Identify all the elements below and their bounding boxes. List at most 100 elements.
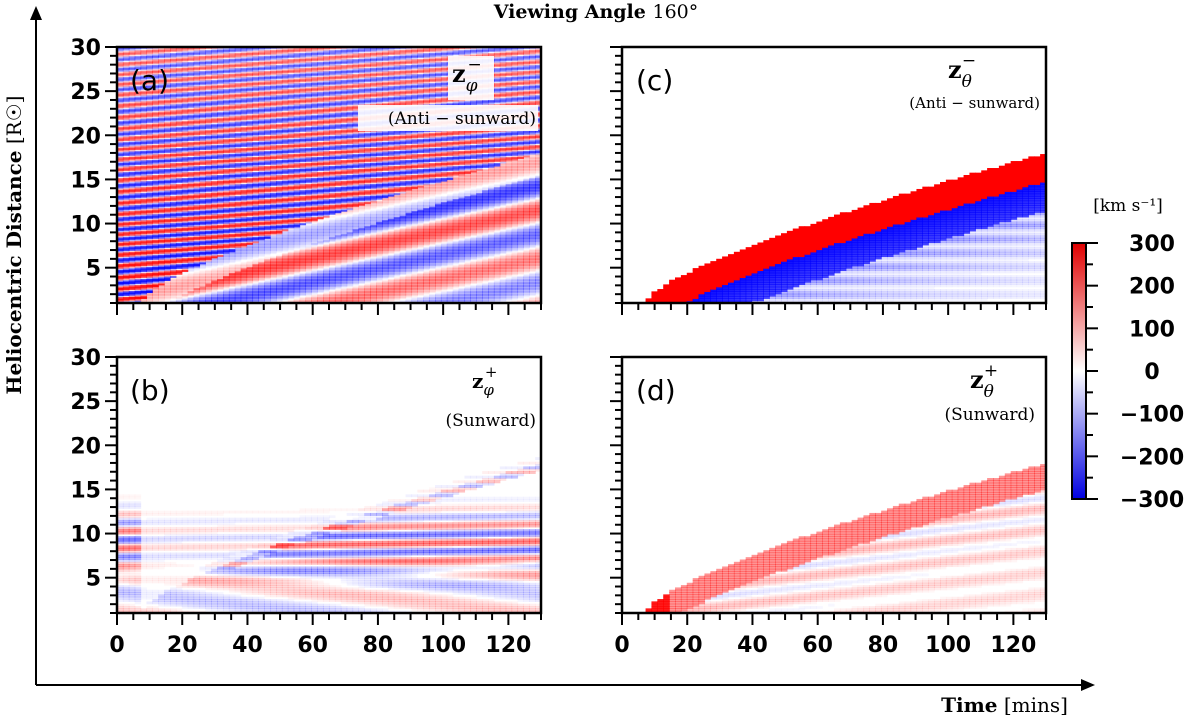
heat-cell [258, 214, 265, 217]
heat-cell [128, 259, 136, 262]
heat-cell [181, 84, 189, 87]
heat-cell [270, 150, 277, 154]
heat-cell [211, 107, 218, 110]
heat-cell [211, 209, 218, 212]
heat-cell [264, 60, 271, 63]
heat-cell [199, 280, 206, 283]
heat-cell [128, 152, 136, 155]
heat-cell [228, 283, 236, 286]
heat-cell [228, 59, 236, 62]
heat-cell [246, 226, 254, 229]
heat-cell [264, 268, 271, 271]
heat-cell [270, 170, 277, 173]
heat-cell [128, 184, 136, 187]
heat-cell [128, 80, 136, 83]
heat-cell [270, 236, 277, 239]
heat-cell [193, 244, 201, 247]
heat-cell [134, 293, 142, 297]
heat-cell [234, 134, 242, 137]
heat-cell [158, 72, 165, 75]
heat-cell [122, 176, 130, 179]
heat-cell [205, 122, 212, 125]
heat-cell [193, 175, 201, 178]
heat-cell [170, 138, 177, 141]
heat-cell [181, 224, 189, 227]
heat-cell [228, 292, 236, 295]
heat-cell [187, 278, 195, 282]
heat-cell [122, 241, 130, 244]
heat-cell [134, 185, 142, 188]
heat-cell [223, 229, 230, 232]
heat-cell [252, 123, 259, 126]
heat-cell [128, 296, 136, 300]
heat-cell [211, 289, 218, 292]
heat-cell [187, 149, 195, 152]
heat-cell [223, 80, 230, 83]
heat-cell [246, 83, 254, 86]
heat-cell [270, 168, 277, 172]
heat-cell [152, 50, 159, 53]
heat-cell [223, 173, 230, 176]
heat-cell [199, 135, 206, 138]
heat-cell [158, 51, 165, 54]
heat-cell [223, 161, 230, 164]
heat-cell [146, 227, 153, 230]
heat-cell [193, 287, 201, 291]
heat-cell [217, 236, 224, 239]
heat-cell [223, 217, 230, 220]
heat-cell [175, 68, 183, 71]
heat-cell [122, 215, 130, 218]
heat-cell [134, 66, 142, 69]
heat-cell [252, 197, 259, 200]
heat-cell [152, 298, 159, 301]
heat-cell [240, 51, 248, 54]
heat-cell [134, 87, 142, 90]
heat-cell [264, 236, 271, 239]
heat-cell [252, 93, 259, 96]
heat-cell [199, 110, 206, 113]
heat-cell [175, 98, 183, 101]
heat-cell [164, 162, 171, 166]
heat-cell [199, 277, 206, 280]
heat-cell [199, 105, 206, 108]
heat-cell [187, 262, 195, 265]
heat-cell [252, 248, 259, 251]
heat-cell [128, 182, 136, 185]
heat-cell [223, 196, 230, 199]
heat-cell [146, 263, 153, 266]
heat-cell [164, 117, 171, 120]
heat-cell [158, 292, 165, 295]
heat-cell [246, 78, 254, 81]
heat-cell [146, 250, 153, 253]
heat-cell [117, 168, 124, 172]
heat-cell [199, 53, 206, 56]
heat-cell [164, 287, 171, 291]
heat-cell [246, 71, 254, 74]
heat-cell [128, 138, 136, 141]
heat-cell [187, 232, 195, 235]
heat-cell [146, 77, 153, 80]
heat-cell [199, 232, 206, 235]
heat-cell [252, 286, 259, 289]
heat-cell [211, 239, 218, 242]
heat-cell [252, 68, 259, 71]
heat-cell [258, 150, 265, 154]
heat-cell [252, 256, 259, 259]
heat-cell [205, 214, 212, 217]
heat-cell [164, 272, 171, 275]
heat-cell [205, 128, 212, 131]
heat-cell [181, 209, 189, 212]
heat-cell [211, 185, 218, 188]
heat-cell [193, 179, 201, 182]
heat-cell [264, 269, 271, 272]
heat-cell [122, 190, 130, 193]
heat-cell [264, 272, 271, 275]
heat-cell [246, 254, 254, 257]
heat-cell [193, 188, 201, 191]
heat-cell [223, 135, 230, 138]
heat-cell [187, 182, 195, 185]
heat-cell [170, 215, 177, 218]
heat-cell [193, 296, 201, 300]
heat-cell [164, 54, 171, 57]
heat-cell [146, 156, 153, 160]
